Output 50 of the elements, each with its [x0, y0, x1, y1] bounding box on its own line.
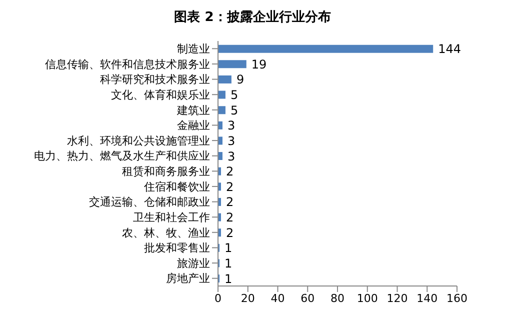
data-label: 3: [227, 118, 236, 133]
y-tick-label: 信息传输、软件和信息技术服务业: [45, 58, 210, 71]
x-tick-label: 100: [356, 292, 378, 305]
data-label: 2: [226, 210, 234, 225]
y-tick-label: 金融业: [177, 119, 210, 132]
bar: [218, 152, 222, 160]
y-tick-label: 水利、环境和公共设施管理业: [67, 134, 210, 148]
data-label: 5: [230, 88, 238, 102]
y-tick-label: 农、林、牧、渔业: [122, 226, 210, 240]
y-tick-label: 卫生和社会工作: [133, 211, 210, 224]
y-tick-label: 住宿和餐饮业: [144, 180, 210, 194]
x-tick-label: 40: [270, 292, 285, 305]
data-label: 3: [227, 134, 236, 148]
y-tick-label: 电力、热力、燃气及水生产和供应业: [34, 150, 210, 163]
data-label: 1: [224, 256, 232, 270]
y-tick-label: 文化、体育和娱乐业: [111, 88, 210, 102]
x-tick-label: 120: [386, 292, 408, 305]
y-tick-label: 房地产业: [166, 272, 210, 286]
data-label: 9: [236, 72, 244, 87]
y-tick-label: 租赁和商务服务业: [122, 165, 210, 178]
data-label: 1: [224, 241, 232, 256]
bar: [218, 106, 226, 114]
data-label: 19: [251, 57, 267, 72]
data-label: 1: [224, 272, 232, 286]
y-tick-label: 旅游业: [177, 256, 210, 270]
y-tick-label: 批发和零售业: [144, 242, 210, 255]
y-tick-label: 交通运输、仓储和邮政业: [89, 196, 210, 209]
x-tick-label: 0: [214, 292, 222, 305]
bar: [218, 136, 222, 145]
bar: [218, 44, 434, 53]
x-tick-label: 80: [330, 292, 344, 305]
data-label: 5: [230, 103, 238, 118]
data-label: 2: [226, 164, 234, 179]
y-tick-label: 建筑业: [176, 104, 210, 117]
bar: [218, 75, 232, 84]
y-tick-label: 制造业: [177, 42, 210, 56]
x-tick-label: 20: [240, 292, 255, 305]
data-label: 3: [227, 149, 236, 164]
bar: [218, 121, 222, 130]
data-label: 144: [438, 42, 462, 56]
data-label: 2: [226, 180, 234, 194]
y-tick-label: 科学研究和技术服务业: [100, 73, 210, 86]
x-tick-label: 60: [300, 292, 315, 305]
bar: [218, 60, 246, 68]
data-label: 2: [226, 195, 234, 210]
x-tick-label: 160: [446, 292, 468, 305]
bar: [218, 90, 226, 99]
data-label: 2: [226, 226, 234, 240]
chart-title: 图表 2：披露企业行业分布: [173, 9, 332, 26]
x-tick-label: 140: [416, 292, 438, 305]
